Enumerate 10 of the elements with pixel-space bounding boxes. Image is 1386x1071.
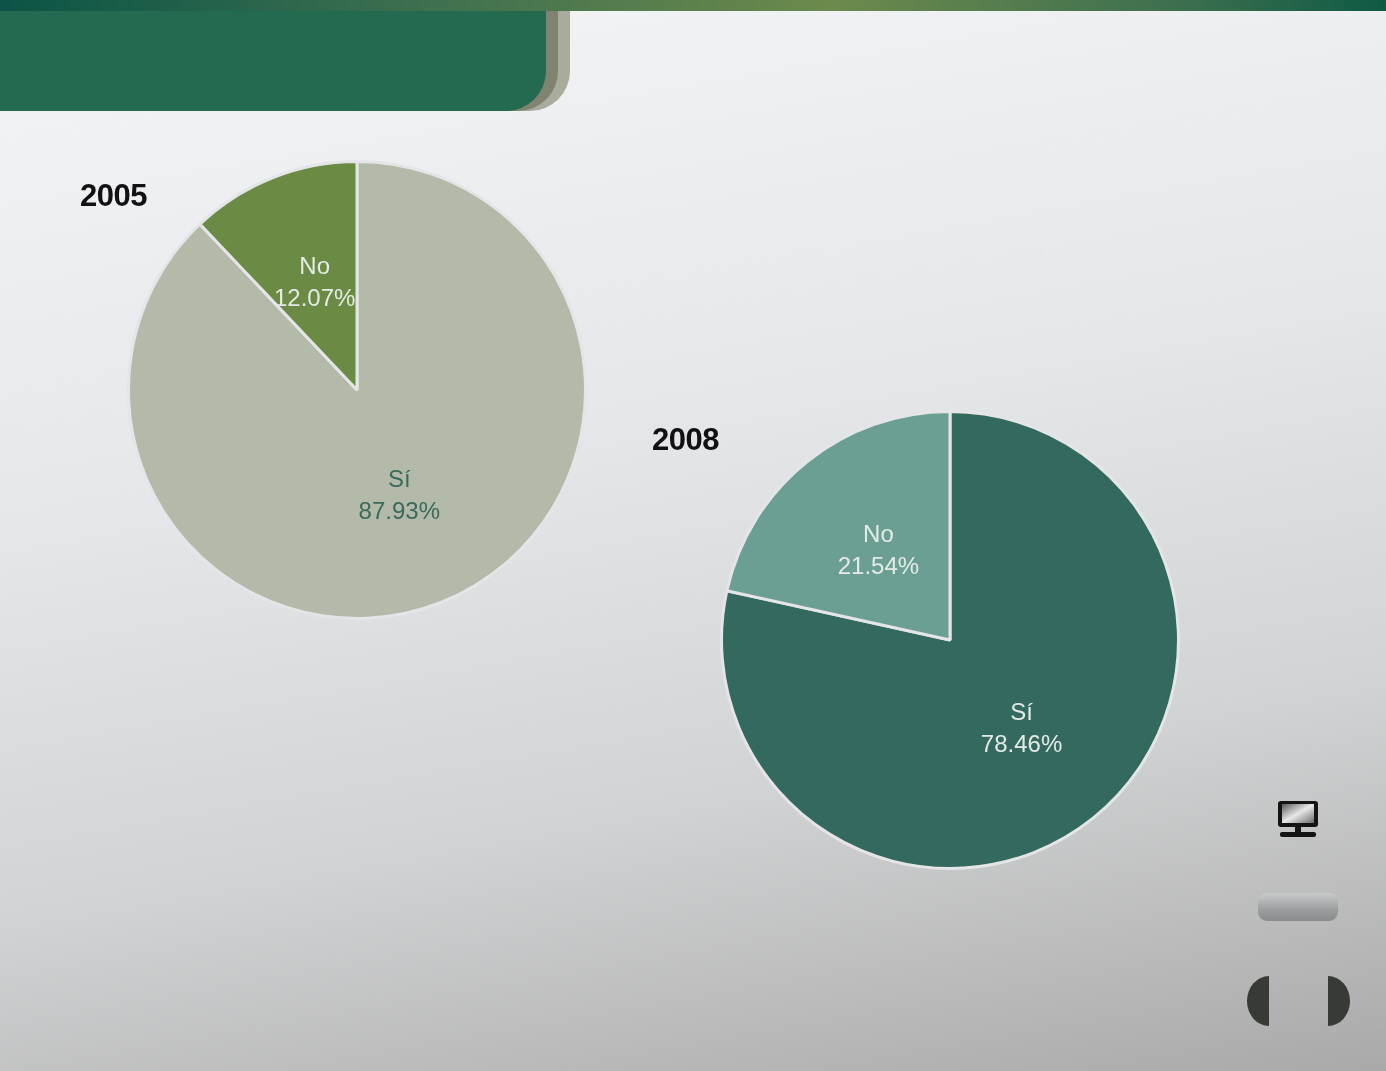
data-label: 78.46% [980,729,1063,757]
chart-title: 2008 [652,422,719,458]
data-label: 12.07% [274,284,356,312]
data-label: 87.93% [358,496,440,524]
data-label: 21.54% [837,551,920,579]
text: 2005 [80,178,147,214]
slice-label: No [299,252,331,280]
slice-label: No [863,519,894,547]
slice-label: Sí [1010,697,1034,725]
slice-label: Sí [387,464,411,492]
